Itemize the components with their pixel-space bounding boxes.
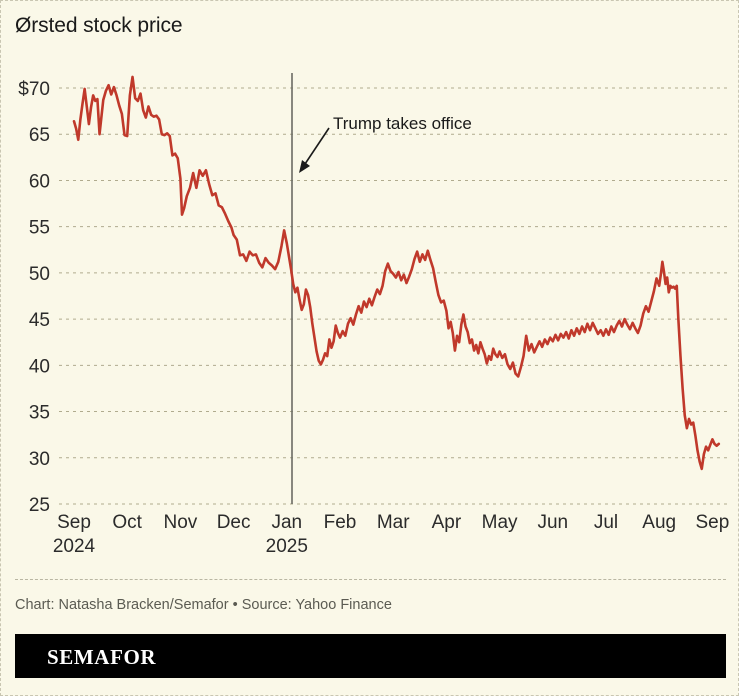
x-axis-tick-label: Feb bbox=[324, 512, 357, 533]
x-axis-tick-label: Jun bbox=[537, 512, 568, 533]
page-title: Ørsted stock price bbox=[15, 14, 183, 37]
y-axis-tick-label: 40 bbox=[29, 356, 50, 377]
plot-area: $70 65 60 55 50 45 40 35 30 25 Sep Oct Nov Dec Jan Feb… bbox=[1, 1, 738, 561]
x-axis-tick-label: Sep bbox=[695, 512, 729, 533]
price-line-series bbox=[72, 75, 721, 471]
y-axis-tick-labels: $70 65 60 55 50 45 40 35 30 25 bbox=[18, 79, 50, 516]
gridlines bbox=[59, 87, 728, 505]
x-axis-tick-label: Jul bbox=[594, 512, 618, 533]
y-axis-tick-label: 60 bbox=[29, 171, 50, 192]
x-axis-year-label: 2025 bbox=[266, 536, 308, 557]
x-axis-year-labels: 2024 2025 bbox=[53, 536, 308, 557]
annotation-arrow-icon bbox=[302, 127, 330, 168]
brand-bar: SEMAFOR bbox=[15, 634, 726, 678]
annotation-label: Trump takes office bbox=[333, 114, 472, 133]
y-axis-tick-label: 25 bbox=[29, 495, 50, 516]
line-chart-svg: $70 65 60 55 50 45 40 35 30 25 Sep Oct Nov Dec Jan Feb… bbox=[18, 73, 729, 557]
trump-takes-office-marker: Trump takes office bbox=[291, 73, 472, 504]
x-axis-year-label: 2024 bbox=[53, 536, 96, 557]
x-axis-tick-label: Sep bbox=[57, 512, 91, 533]
x-axis-tick-label: Nov bbox=[164, 512, 198, 533]
x-axis-tick-label: May bbox=[482, 512, 518, 533]
x-axis-tick-label: Jan bbox=[271, 512, 302, 533]
x-axis-tick-label: Dec bbox=[217, 512, 251, 533]
x-axis-tick-label: Oct bbox=[112, 512, 142, 533]
y-axis-tick-label: 45 bbox=[29, 310, 50, 331]
y-axis-tick-label: 65 bbox=[29, 125, 50, 146]
y-axis-tick-label: 35 bbox=[29, 403, 50, 424]
footer-divider bbox=[15, 579, 726, 580]
y-axis-tick-label: 50 bbox=[29, 264, 50, 285]
y-axis-tick-label: 55 bbox=[29, 218, 50, 239]
y-axis-tick-label: $70 bbox=[18, 79, 50, 100]
x-axis-tick-label: Apr bbox=[432, 512, 462, 533]
annotation-arrowhead-icon bbox=[299, 160, 310, 173]
x-axis-tick-label: Aug bbox=[642, 512, 676, 533]
x-axis-tick-label: Mar bbox=[377, 512, 410, 533]
x-axis-tick-labels: Sep Oct Nov Dec Jan Feb Mar Apr May Jun Jul Aug Sep bbox=[57, 512, 729, 533]
semafor-logo: SEMAFOR bbox=[47, 645, 157, 669]
credit-line: Chart: Natasha Bracken/Semafor • Source:… bbox=[15, 597, 392, 613]
y-axis-tick-label: 30 bbox=[29, 449, 50, 470]
